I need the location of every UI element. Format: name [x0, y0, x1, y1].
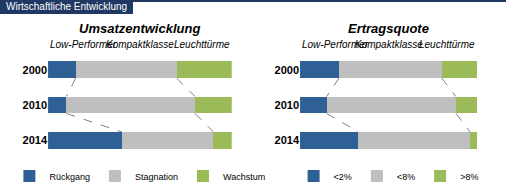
svg-text:Kompaktklasse: Kompaktklasse	[106, 39, 174, 50]
svg-text:2010: 2010	[23, 99, 47, 111]
svg-text:2010: 2010	[275, 99, 299, 111]
svg-text:Umsatzentwicklung: Umsatzentwicklung	[79, 21, 200, 36]
svg-text:2014: 2014	[23, 134, 48, 146]
svg-text:Stagnation: Stagnation	[135, 172, 178, 182]
html-text:Wirtschaftliche Entwicklung: Wirtschaftliche Entwicklung	[6, 1, 128, 12]
svg-text:Wachstum: Wachstum	[223, 172, 265, 182]
svg-text:Ertragsquote: Ertragsquote	[348, 21, 429, 36]
svg-text:<8%: <8%	[397, 172, 415, 182]
svg-text:Rückgang: Rückgang	[49, 172, 90, 182]
svg-text:Leuchttürme: Leuchttürme	[174, 39, 230, 50]
svg-text:Leuchttürme: Leuchttürme	[419, 39, 475, 50]
svg-text:2000: 2000	[275, 64, 299, 76]
svg-text:Low-Performer: Low-Performer	[302, 39, 369, 50]
svg-text:<2%: <2%	[334, 172, 352, 182]
svg-text:>8%: >8%	[460, 172, 478, 182]
svg-text:2014: 2014	[275, 134, 300, 146]
svg-text:Low-Performer: Low-Performer	[50, 39, 117, 50]
svg-text:2000: 2000	[23, 64, 47, 76]
svg-text:Kompaktklasse: Kompaktklasse	[355, 39, 423, 50]
